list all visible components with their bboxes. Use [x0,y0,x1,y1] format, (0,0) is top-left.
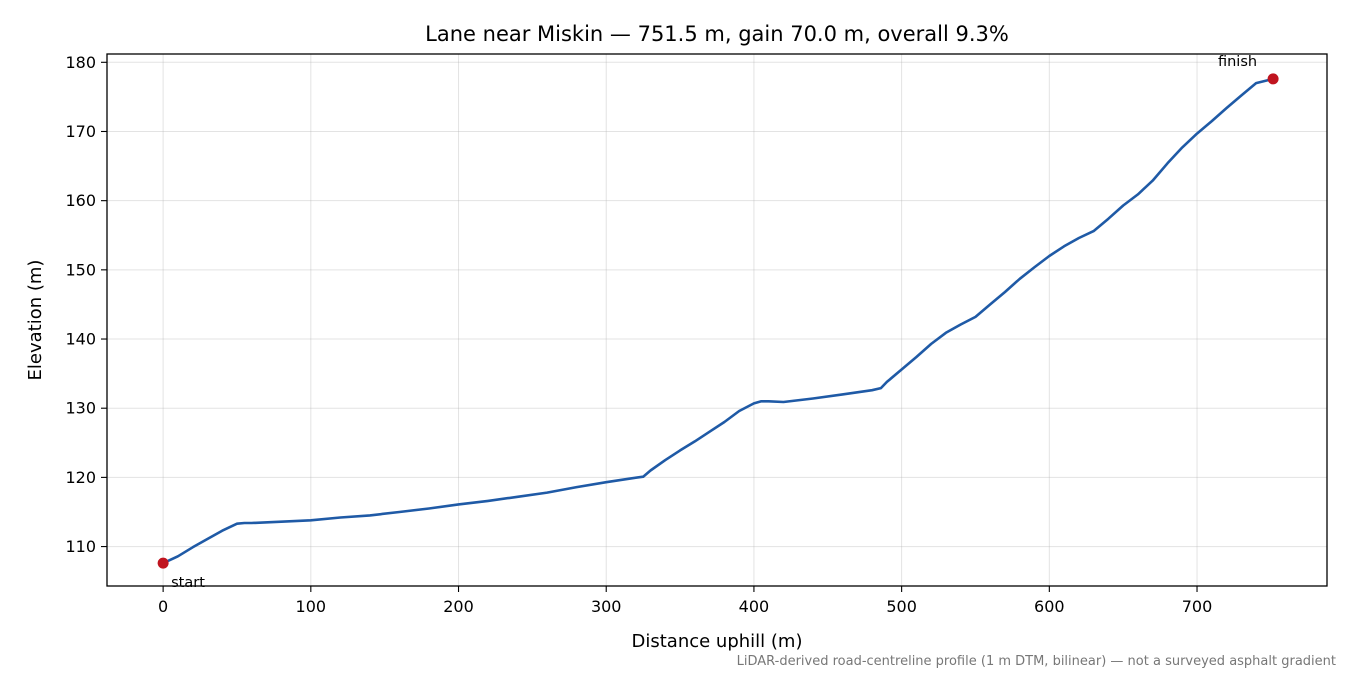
y-tick-label: 140 [65,330,96,349]
x-tick-label: 200 [443,597,474,616]
plot-frame [106,53,1328,587]
x-tick-label: 700 [1182,597,1213,616]
x-tick-label: 300 [591,597,622,616]
grid [107,54,1327,586]
elevation-profile-line [161,77,1275,565]
marker-layer: start finish [157,54,1279,591]
x-tick-label: 400 [739,597,770,616]
start-label: start [171,575,205,591]
y-tick-label: 180 [65,53,96,72]
x-tick-label: 100 [296,597,327,616]
series-layer [161,77,1275,565]
finish-marker [1267,73,1279,85]
y-tick-label: 160 [65,191,96,210]
x-tick-label: 0 [158,597,168,616]
start-marker [157,557,169,569]
y-axis: 110 120 130 140 150 160 170 180 [65,53,107,556]
x-axis: 0 100 200 300 400 500 600 700 [158,586,1212,616]
chart-title: Lane near Miskin — 751.5 m, gain 70.0 m,… [425,22,1009,46]
y-tick-label: 130 [65,399,96,418]
x-tick-label: 500 [886,597,917,616]
y-axis-label: Elevation (m) [25,260,46,381]
finish-label: finish [1218,54,1257,70]
footnote: LiDAR-derived road-centreline profile (1… [737,654,1336,669]
y-tick-label: 120 [65,468,96,487]
y-tick-label: 150 [65,260,96,279]
x-tick-label: 600 [1034,597,1065,616]
x-axis-label: Distance uphill (m) [632,631,803,652]
y-tick-label: 110 [65,537,96,556]
y-tick-label: 170 [65,122,96,141]
